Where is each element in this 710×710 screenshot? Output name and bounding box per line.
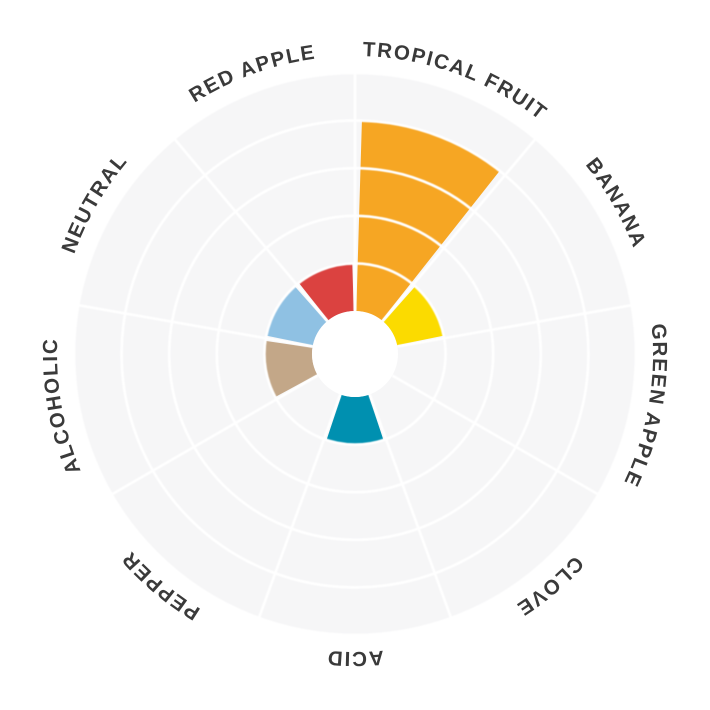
svg-text:ACID: ACID <box>326 646 385 670</box>
